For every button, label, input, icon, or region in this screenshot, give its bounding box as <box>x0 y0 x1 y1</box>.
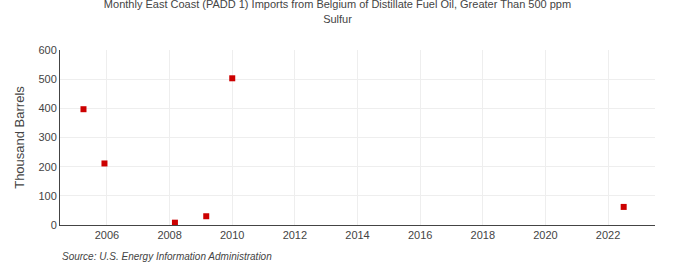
svg-text:300: 300 <box>38 131 56 143</box>
svg-text:2008: 2008 <box>157 229 181 241</box>
svg-text:Thousand Barrels: Thousand Barrels <box>12 86 27 189</box>
svg-text:2022: 2022 <box>596 229 620 241</box>
svg-text:Monthly East Coast (PADD 1) Im: Monthly East Coast (PADD 1) Imports from… <box>104 0 571 25</box>
svg-text:2020: 2020 <box>533 229 557 241</box>
svg-text:Source: U.S. Energy Informatio: Source: U.S. Energy Information Administ… <box>62 251 272 262</box>
svg-text:500: 500 <box>38 73 56 85</box>
svg-text:600: 600 <box>38 44 56 56</box>
svg-text:2010: 2010 <box>220 229 244 241</box>
svg-text:2012: 2012 <box>283 229 307 241</box>
svg-text:2018: 2018 <box>471 229 495 241</box>
svg-text:2006: 2006 <box>95 229 119 241</box>
svg-text:100: 100 <box>38 190 56 202</box>
svg-text:2016: 2016 <box>408 229 432 241</box>
svg-text:2014: 2014 <box>345 229 369 241</box>
svg-text:400: 400 <box>38 102 56 114</box>
svg-text:0: 0 <box>51 219 57 231</box>
svg-text:200: 200 <box>38 161 56 173</box>
